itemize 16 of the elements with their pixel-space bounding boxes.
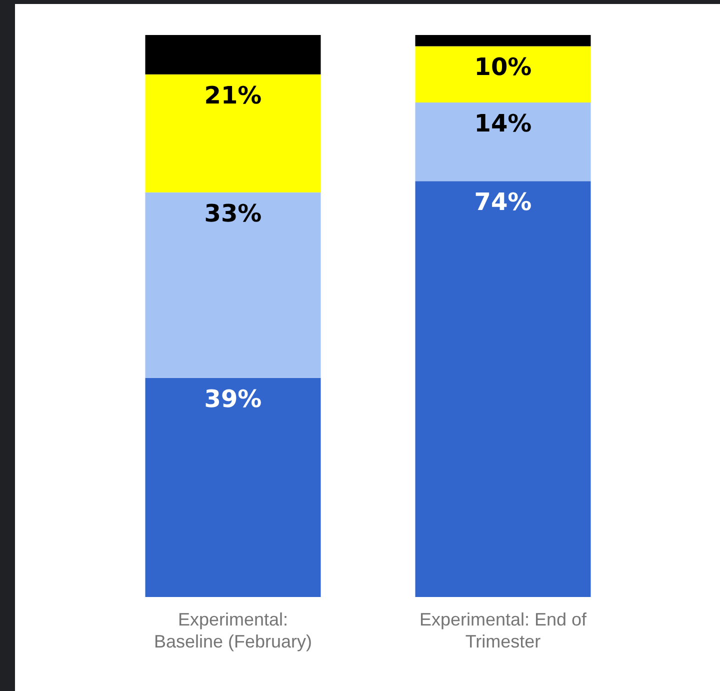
- bar: [415, 102, 591, 182]
- data-label: 14%: [474, 109, 532, 138]
- x-tick-label: Experimental: Baseline (February): [154, 610, 312, 652]
- data-label: 10%: [474, 53, 532, 82]
- bar: [415, 35, 591, 46]
- data-label: 33%: [204, 199, 262, 228]
- bar: [145, 378, 321, 597]
- bar: [415, 46, 591, 102]
- x-tick-label: Experimental: End of Trimester: [419, 610, 588, 652]
- bar: [415, 181, 591, 597]
- data-label: 21%: [204, 81, 262, 110]
- bar: [145, 35, 321, 74]
- data-label: 39%: [204, 384, 262, 413]
- bar: [145, 74, 321, 192]
- data-label: 74%: [474, 188, 532, 216]
- bar: [145, 192, 321, 378]
